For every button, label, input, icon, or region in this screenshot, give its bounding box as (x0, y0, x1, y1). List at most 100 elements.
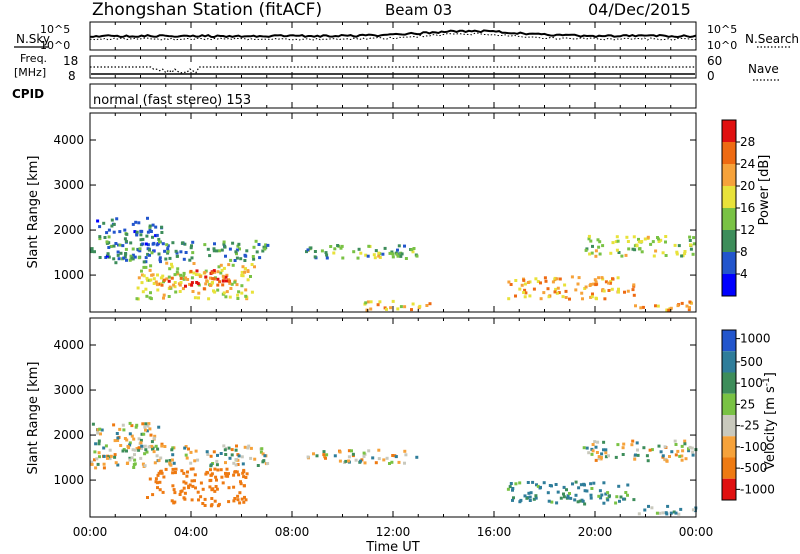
data-cell (118, 427, 122, 431)
data-cell (237, 290, 241, 294)
data-cell (152, 450, 156, 454)
data-cell (231, 263, 235, 267)
data-cell (411, 302, 415, 306)
data-cell (658, 511, 662, 515)
data-cell (150, 440, 154, 444)
data-cell (115, 217, 119, 221)
data-cell (165, 243, 169, 247)
data-cell (691, 252, 695, 256)
data-cell (672, 510, 676, 514)
data-cell (215, 478, 218, 482)
data-cell (187, 447, 190, 451)
colorbar-segment (722, 252, 736, 274)
data-cell (141, 422, 145, 426)
data-cell (594, 283, 598, 287)
data-cell (208, 254, 212, 258)
data-cell (150, 251, 154, 255)
data-cell (97, 442, 101, 446)
data-cell (622, 497, 625, 501)
data-cell (607, 289, 611, 292)
data-cell (247, 444, 251, 448)
data-cell (519, 498, 523, 502)
data-cell (222, 266, 226, 270)
data-cell (138, 247, 142, 251)
colorbar-tick-label: 12 (740, 223, 755, 237)
data-cell (167, 295, 171, 298)
data-cell (197, 291, 201, 295)
data-cell (144, 242, 148, 246)
data-cell (606, 498, 610, 502)
data-cell (347, 449, 351, 453)
data-cell (222, 291, 226, 295)
data-cell (148, 228, 152, 232)
data-cell (179, 281, 183, 284)
power-y-axis: 1000 2000 3000 4000 (53, 133, 696, 282)
data-cell (544, 279, 548, 283)
data-cell (96, 431, 100, 435)
data-cell (128, 458, 132, 462)
data-cell (225, 290, 229, 294)
data-cell (531, 480, 535, 484)
data-cell (170, 262, 173, 266)
data-cell (410, 248, 414, 252)
data-cell (160, 231, 164, 234)
data-cell (309, 246, 313, 250)
data-cell (173, 285, 177, 289)
data-cell (233, 497, 237, 500)
data-cell (399, 305, 403, 309)
data-cell (607, 281, 611, 285)
data-cell (144, 287, 148, 291)
data-cell (151, 273, 155, 277)
data-cell (171, 467, 175, 471)
data-cell (589, 239, 593, 243)
data-cell (634, 453, 637, 457)
data-cell (670, 450, 674, 454)
colorbar-segment (722, 478, 736, 500)
data-cell (231, 241, 235, 245)
data-cell (116, 439, 120, 442)
data-cell (132, 466, 136, 469)
data-cell (97, 451, 101, 455)
data-cell (182, 471, 186, 475)
data-cell (140, 269, 143, 273)
data-cell (149, 264, 153, 268)
colorbar-tick-label: 24 (740, 157, 755, 171)
data-cell (385, 456, 389, 460)
data-cell (557, 291, 561, 295)
data-cell (235, 283, 239, 287)
data-cell (96, 219, 100, 223)
data-cell (93, 458, 96, 462)
data-cell (181, 241, 185, 245)
data-cell (678, 454, 682, 458)
data-cell (187, 486, 191, 490)
data-cell (159, 456, 163, 460)
data-cell (182, 257, 186, 261)
data-cell (172, 283, 176, 287)
data-cell (372, 253, 376, 257)
data-cell (139, 229, 143, 233)
data-cell (165, 459, 169, 463)
data-cell (116, 250, 120, 254)
data-cell (258, 256, 262, 260)
velocity-panel: 1000 2000 3000 4000 Slant Range [km] 1000 50… (26, 317, 778, 518)
data-cell (681, 449, 685, 453)
data-cell (649, 242, 653, 246)
data-cell (564, 296, 568, 299)
x-axis-label: Time UT (365, 540, 419, 554)
data-cell (125, 258, 128, 262)
data-cell (209, 478, 213, 482)
data-cell (107, 241, 111, 245)
data-cell (581, 499, 585, 503)
data-cell (232, 499, 236, 503)
data-cell (377, 251, 381, 255)
data-cell (157, 252, 161, 256)
data-cell (674, 443, 678, 446)
data-cell (176, 267, 180, 271)
data-cell (166, 247, 170, 251)
data-cell (179, 250, 183, 254)
data-cell (219, 468, 223, 472)
colorbar-segment (722, 415, 736, 437)
data-cell (617, 484, 621, 488)
nave-label: Nave (748, 62, 779, 76)
data-cell (534, 277, 538, 281)
